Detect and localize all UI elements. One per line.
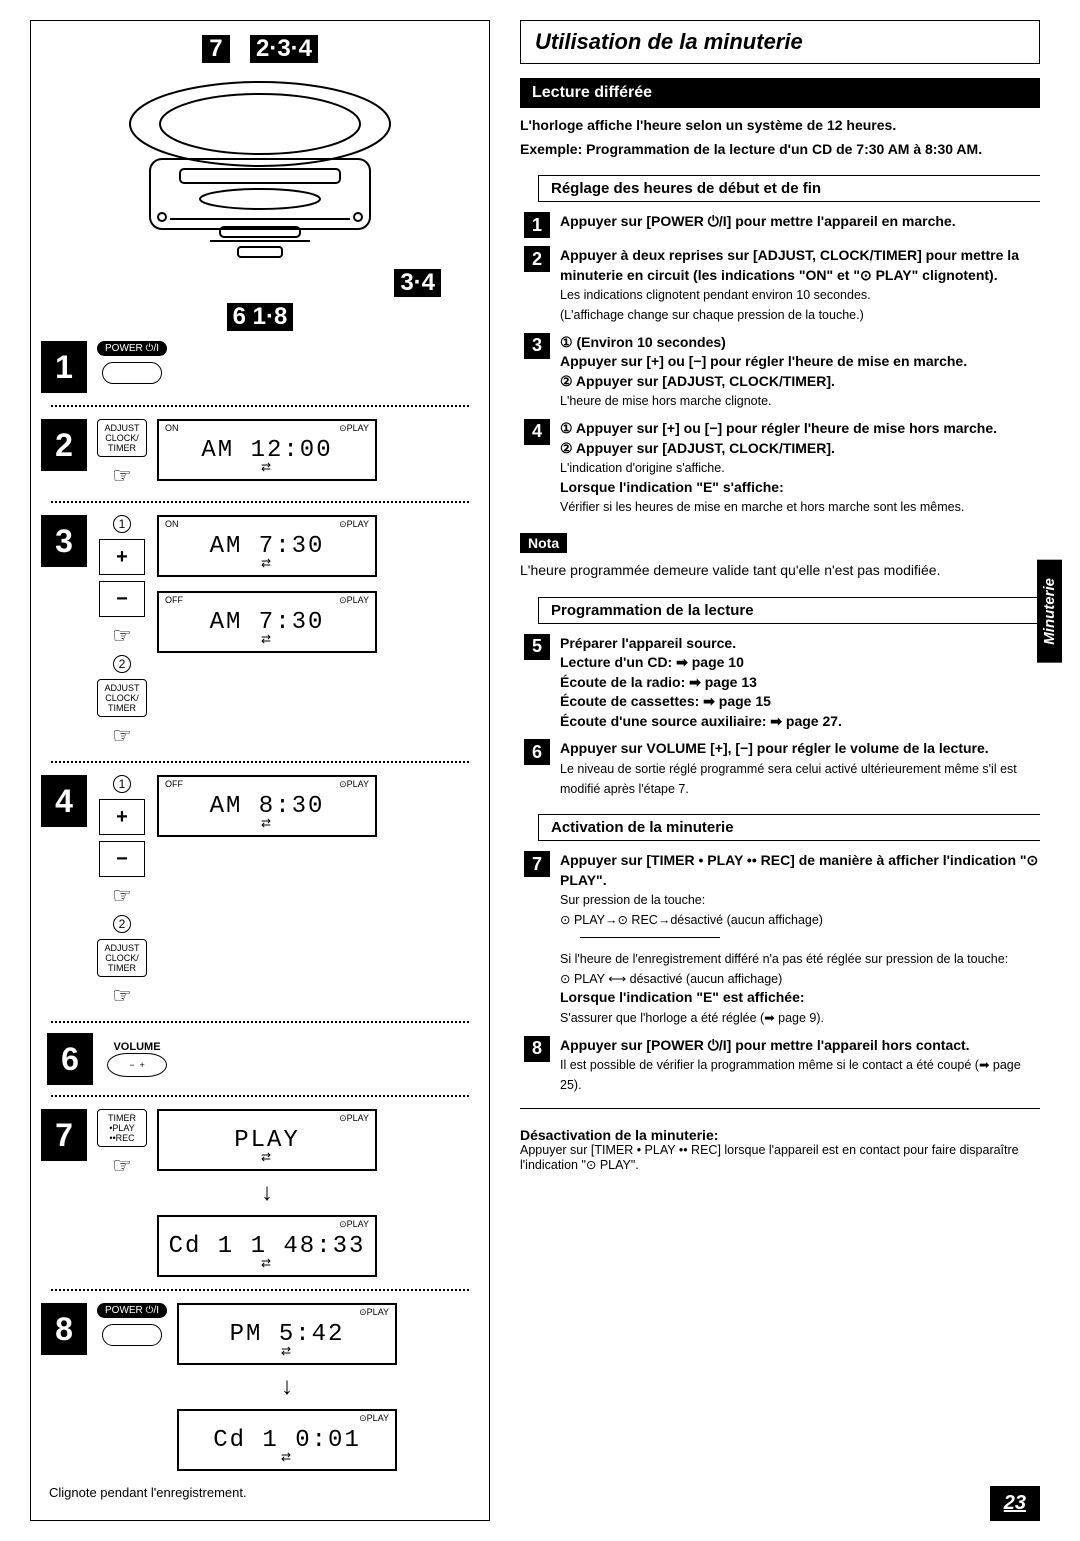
- callout-combo-234: 2·3·4: [250, 35, 318, 63]
- text-step-4: 4 ① Appuyer sur [+] ou [−] pour régler l…: [520, 419, 1040, 517]
- callout-combo-618: 6 1·8: [227, 303, 294, 331]
- step-num-8: 8: [41, 1303, 87, 1355]
- text-step-7: 7 Appuyer sur [TIMER • PLAY •• REC] de m…: [520, 851, 1040, 1027]
- hand-icon: ☞: [112, 463, 132, 489]
- deactivation-title: Désactivation de la minuterie:: [520, 1127, 1040, 1143]
- intro-line1: L'horloge affiche l'heure selon un systè…: [520, 117, 896, 133]
- side-tab: Minuterie: [1037, 560, 1062, 663]
- step-num-6: 6: [47, 1033, 93, 1085]
- adjust-button: ADJUST CLOCK/ TIMER: [97, 419, 147, 457]
- left-step-2: 2 ADJUST CLOCK/ TIMER ☞ ON ⊙PLAY AM 12:0…: [39, 415, 481, 493]
- right-text-column: Utilisation de la minuterie Lecture diff…: [520, 20, 1040, 1521]
- power-button-label: POWER ⏻/I: [97, 341, 167, 356]
- lcd-step7a: ⊙PLAY PLAY ⇄: [157, 1109, 377, 1171]
- text-step-3: 3 ① (Environ 10 secondes) Appuyer sur [+…: [520, 333, 1040, 411]
- left-step-7: 7 TIMER •PLAY ••REC ☞ ⊙PLAY PLAY ⇄ ↓ ⊙PL…: [39, 1105, 481, 1281]
- text-step-1: 1 Appuyer sur [POWER ⏻/I] pour mettre l'…: [520, 212, 1040, 238]
- caption-step8: Clignote pendant l'enregistrement.: [49, 1485, 471, 1502]
- step-num-7: 7: [41, 1109, 87, 1161]
- text-step-6: 6 Appuyer sur VOLUME [+], [−] pour régle…: [520, 739, 1040, 798]
- minus-button: −: [99, 581, 145, 617]
- device-illustration: [110, 69, 410, 259]
- subheader-programmation: Programmation de la lecture: [538, 597, 1040, 624]
- plus-button: +: [99, 539, 145, 575]
- step-num-4: 4: [41, 775, 87, 827]
- lcd-step7b: ⊙PLAY Cd 1 1 48:33 ⇄: [157, 1215, 377, 1277]
- deactivation-text: Appuyer sur [TIMER • PLAY •• REC] lorsqu…: [520, 1143, 1040, 1172]
- page-number: 23: [990, 1486, 1040, 1521]
- left-step-8: 8 POWER ⏻/I ⊙PLAY PM 5:42 ⇄ ↓ ⊙PLAY Cd 1…: [39, 1299, 481, 1475]
- callout-bottom: 6 1·8: [39, 303, 481, 331]
- left-step-3: 3 1 + − ☞ 2 ADJUST CLOCK/ TIMER ☞ ON ⊙PL…: [39, 511, 481, 753]
- left-illustration-column: 7 2·3·4 3·4 6 1·8 1 PO: [30, 20, 490, 1521]
- callout-num-7: 7: [202, 35, 230, 63]
- callout-combo-34: 3·4: [394, 269, 441, 297]
- callout-mid: 3·4: [39, 269, 481, 297]
- left-step-1: 1 POWER ⏻/I: [39, 337, 481, 397]
- lcd-step3b: OFF ⊙PLAY AM 7:30 ⇄: [157, 591, 377, 653]
- circled-2: 2: [113, 655, 131, 673]
- power-button-icon: [102, 362, 162, 384]
- step-num-1: 1: [41, 341, 87, 393]
- subheader-reglage: Réglage des heures de début et de fin: [538, 175, 1040, 202]
- callout-top: 7 2·3·4: [39, 35, 481, 63]
- section-header-lecture: Lecture différée: [520, 78, 1040, 108]
- page-title-box: Utilisation de la minuterie: [520, 20, 1040, 64]
- nota-text: L'heure programmée demeure valide tant q…: [520, 561, 1040, 581]
- page-title: Utilisation de la minuterie: [535, 29, 803, 54]
- lcd-step4: OFF ⊙PLAY AM 8:30 ⇄: [157, 775, 377, 837]
- text-step-2: 2 Appuyer à deux reprises sur [ADJUST, C…: [520, 246, 1040, 324]
- down-arrow-icon: ↓: [261, 1179, 273, 1207]
- lcd-step8b: ⊙PLAY Cd 1 0:01 ⇄: [177, 1409, 397, 1471]
- lcd-step2: ON ⊙PLAY AM 12:00 ⇄: [157, 419, 377, 481]
- intro-example-text: Programmation de la lecture d'un CD de 7…: [586, 141, 982, 157]
- step-num-3: 3: [41, 515, 87, 567]
- subheader-activation: Activation de la minuterie: [538, 814, 1040, 841]
- volume-buttons: − +: [107, 1053, 167, 1077]
- left-step-6: 6 VOLUME − +: [47, 1033, 473, 1085]
- left-step-4: 4 1 + − ☞ 2 ADJUST CLOCK/ TIMER ☞ OFF ⊙P…: [39, 771, 481, 1013]
- lcd-step8a: ⊙PLAY PM 5:42 ⇄: [177, 1303, 397, 1365]
- lcd-step3a: ON ⊙PLAY AM 7:30 ⇄: [157, 515, 377, 577]
- timer-button: TIMER •PLAY ••REC: [97, 1109, 147, 1147]
- intro-example-label: Exemple:: [520, 141, 582, 157]
- nota-label: Nota: [520, 533, 567, 553]
- circled-1: 1: [113, 515, 131, 533]
- adjust-button-2: ADJUST CLOCK/ TIMER: [97, 679, 147, 717]
- text-step-5: 5 Préparer l'appareil source. Lecture d'…: [520, 634, 1040, 732]
- volume-label: VOLUME: [113, 1041, 160, 1053]
- deactivation-section: Désactivation de la minuterie: Appuyer s…: [520, 1127, 1040, 1172]
- step-num-2: 2: [41, 419, 87, 471]
- text-step-8: 8 Appuyer sur [POWER ⏻/I] pour mettre l'…: [520, 1036, 1040, 1095]
